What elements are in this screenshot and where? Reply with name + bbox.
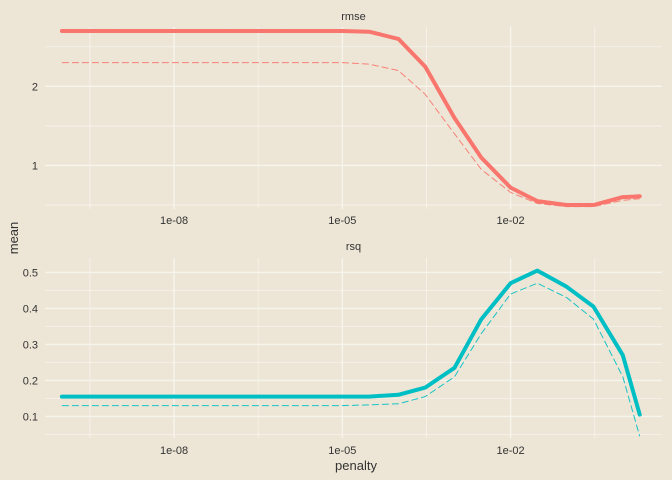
- y-axis-title: mean: [6, 222, 21, 255]
- data-point-rsq: [60, 395, 64, 399]
- y-tick-label: 0.1: [23, 411, 38, 423]
- lower-bound-line-rmse: [61, 62, 640, 208]
- data-point-rsq: [621, 353, 625, 357]
- lower-bound-line-rsq: [61, 282, 641, 437]
- mean-line-rmse: [59, 29, 642, 207]
- data-point-rsq: [479, 317, 483, 321]
- data-point-rsq: [565, 285, 569, 289]
- data-point-rsq: [591, 305, 596, 309]
- y-tick-label: 0.4: [23, 303, 38, 315]
- data-point-rmse: [535, 199, 539, 203]
- data-point-rsq: [367, 395, 371, 399]
- data-point-rsq: [228, 395, 232, 399]
- data-point-rmse: [172, 29, 176, 33]
- data-point-rmse: [621, 195, 625, 199]
- data-point-rmse: [116, 29, 120, 33]
- x-tick-label: 1e-02: [497, 215, 525, 227]
- y-tick-label: 2: [32, 81, 38, 93]
- facet-label-rmse: rmse: [341, 11, 365, 23]
- data-point-rsq: [284, 395, 288, 399]
- panel-rsq: rsq 0.1 0.2 0.3 0.4 0.5 1e-08 1e-05 1e-02: [23, 241, 662, 457]
- y-tick-label: 0.5: [23, 267, 38, 279]
- y-tick-label: 0.2: [23, 375, 38, 387]
- data-point-rmse: [340, 29, 344, 33]
- data-point-rmse: [423, 64, 427, 69]
- x-tick-label: 1e-02: [497, 445, 525, 457]
- facet-panels: rmse 1 2 1e-08 1e-05 1e-02 rsq 0.1 0.2 0.3 0.4 0.5 1…: [23, 11, 662, 457]
- data-point-rmse: [479, 155, 483, 160]
- data-point-rsq: [452, 366, 457, 370]
- x-tick-label: 1e-08: [160, 445, 188, 457]
- data-point-rsq: [535, 269, 539, 273]
- data-point-rmse: [638, 194, 642, 198]
- data-point-rmse: [367, 30, 371, 34]
- data-point-rmse: [509, 186, 513, 190]
- x-tick-label: 1e-05: [328, 445, 356, 457]
- panel-rmse: rmse 1 2 1e-08 1e-05 1e-02: [32, 11, 662, 227]
- data-point-rmse: [591, 203, 596, 207]
- data-point-rsq: [423, 386, 427, 390]
- x-tick-label: 1e-05: [328, 215, 356, 227]
- y-tick-label: 0.3: [23, 339, 38, 351]
- x-axis-title: penalty: [335, 458, 377, 473]
- data-point-rmse: [452, 116, 457, 120]
- data-point-rsq: [116, 395, 120, 399]
- data-point-rsq: [638, 413, 642, 417]
- data-point-rsq: [340, 395, 344, 399]
- data-point-rsq: [396, 393, 401, 397]
- x-tick-label: 1e-08: [160, 215, 188, 227]
- mean-line-rsq: [59, 268, 642, 417]
- data-point-rsq: [172, 395, 176, 399]
- data-point-rmse: [565, 203, 569, 207]
- data-point-rsq: [509, 281, 513, 285]
- y-tick-label: 1: [32, 160, 38, 172]
- facet-label-rsq: rsq: [346, 241, 361, 253]
- data-point-rmse: [396, 37, 401, 41]
- data-point-rmse: [60, 29, 64, 33]
- data-point-rmse: [228, 29, 232, 33]
- data-point-rmse: [284, 29, 288, 33]
